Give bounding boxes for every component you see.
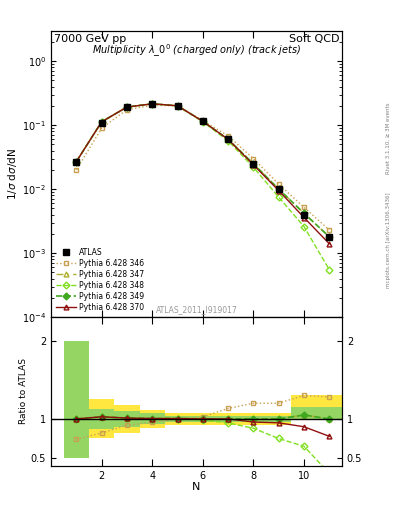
Legend: ATLAS, Pythia 6.428 346, Pythia 6.428 347, Pythia 6.428 348, Pythia 6.428 349, P: ATLAS, Pythia 6.428 346, Pythia 6.428 34… <box>55 247 145 313</box>
Text: mcplots.cern.ch [arXiv:1306.3436]: mcplots.cern.ch [arXiv:1306.3436] <box>386 193 391 288</box>
Text: ATLAS_2011_I919017: ATLAS_2011_I919017 <box>156 305 237 314</box>
X-axis label: N: N <box>192 482 201 492</box>
Y-axis label: Ratio to ATLAS: Ratio to ATLAS <box>19 358 28 424</box>
Text: 7000 GeV pp: 7000 GeV pp <box>54 34 126 44</box>
Text: Soft QCD: Soft QCD <box>288 34 339 44</box>
Y-axis label: 1/$\sigma$ d$\sigma$/dN: 1/$\sigma$ d$\sigma$/dN <box>6 148 19 200</box>
Text: Rivet 3.1.10, ≥ 3M events: Rivet 3.1.10, ≥ 3M events <box>386 102 391 174</box>
Text: Multiplicity $\lambda\_0^0$ (charged only) (track jets): Multiplicity $\lambda\_0^0$ (charged onl… <box>92 42 301 59</box>
